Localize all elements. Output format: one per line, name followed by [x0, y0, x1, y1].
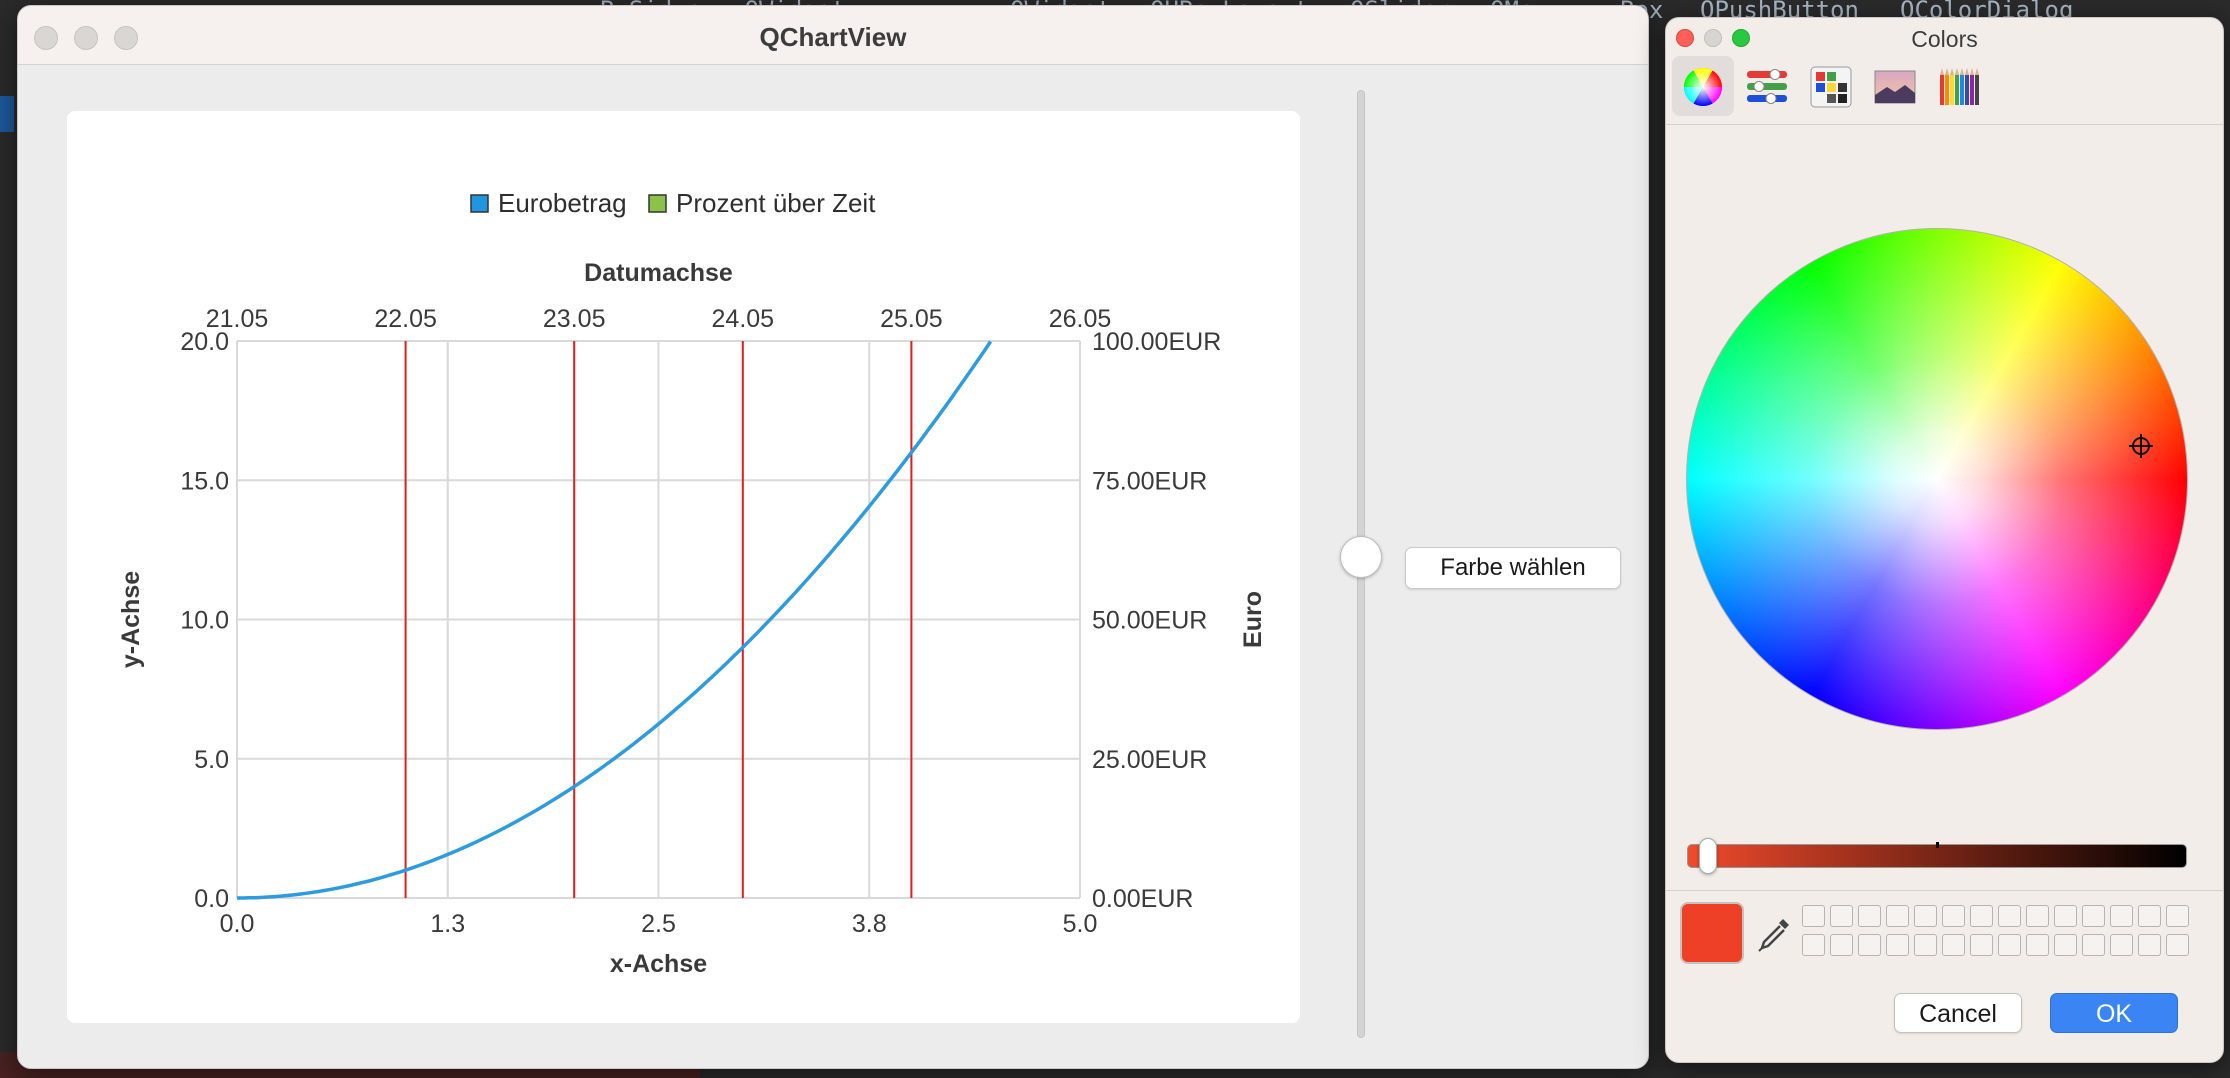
ok-button[interactable]: OK — [2050, 993, 2178, 1033]
x-tick-label: 5.0 — [1063, 910, 1098, 938]
image-palettes-tab[interactable] — [1864, 56, 1926, 116]
custom-color-slot[interactable] — [2138, 905, 2161, 927]
custom-color-slot[interactable] — [2082, 905, 2105, 927]
y-tick-label: 20.0 — [180, 328, 229, 356]
legend-label: Prozent über Zeit — [676, 188, 876, 218]
custom-color-slot[interactable] — [1802, 905, 1825, 927]
date-tick-label: 21.05 — [206, 305, 269, 333]
x-tick-label: 0.0 — [220, 910, 255, 938]
custom-color-slot[interactable] — [2166, 905, 2189, 927]
custom-color-slot[interactable] — [1914, 934, 1937, 956]
custom-color-slot[interactable] — [1998, 905, 2021, 927]
color-wheel[interactable] — [1686, 228, 2188, 730]
zoom-dialog-button[interactable] — [1732, 29, 1750, 47]
color-wheel-icon — [1684, 67, 1722, 107]
custom-color-slot[interactable] — [2082, 934, 2105, 956]
chart-window: QChartView 0.0 1.3 2.5 3.8 5.0 0.0 5.0 10.0 15.0… — [17, 5, 1649, 1069]
chart-window-titlebar[interactable]: QChartView — [18, 6, 1648, 65]
palette-grid-icon — [1810, 66, 1852, 108]
custom-color-slot[interactable] — [1886, 934, 1909, 956]
custom-color-slot[interactable] — [2054, 934, 2077, 956]
date-tick-label: 24.05 — [712, 305, 775, 333]
brightness-slider-handle[interactable] — [1699, 838, 1717, 874]
chart-canvas: 0.0 1.3 2.5 3.8 5.0 0.0 5.0 10.0 15.0 20.0 0.00EUR… — [117, 188, 1267, 978]
y-tick-label: 0.0 — [194, 885, 229, 913]
custom-color-slot[interactable] — [1858, 934, 1881, 956]
y2-tick-label: 25.00EUR — [1092, 746, 1207, 774]
chart-view[interactable]: 0.0 1.3 2.5 3.8 5.0 0.0 5.0 10.0 15.0 20.0 0.00EUR… — [67, 111, 1300, 1023]
custom-color-slot[interactable] — [1830, 934, 1853, 956]
x-tick-label: 3.8 — [852, 910, 887, 938]
color-sliders-icon — [1747, 69, 1787, 104]
pencils-tab[interactable] — [1928, 56, 1990, 116]
crosshair-icon[interactable] — [2128, 433, 2154, 459]
date-tick-label: 22.05 — [374, 305, 437, 333]
vertical-slider-handle[interactable] — [1340, 536, 1382, 578]
y-tick-label: 10.0 — [180, 607, 229, 635]
date-tick-label: 23.05 — [543, 305, 606, 333]
custom-color-slot[interactable] — [2026, 905, 2049, 927]
custom-color-slot[interactable] — [1914, 905, 1937, 927]
x-tick-label: 2.5 — [641, 910, 676, 938]
legend-marker — [648, 194, 667, 213]
window-title: QChartView — [759, 22, 907, 52]
legend-marker — [470, 194, 489, 213]
close-dialog-button[interactable] — [1676, 29, 1694, 47]
color-palettes-tab[interactable] — [1800, 56, 1862, 116]
y-tick-label: 5.0 — [194, 746, 229, 774]
custom-color-slot[interactable] — [1998, 934, 2021, 956]
image-palette-icon — [1874, 70, 1916, 104]
custom-color-slot[interactable] — [1858, 905, 1881, 927]
custom-color-slot[interactable] — [2026, 934, 2049, 956]
brightness-slider[interactable] — [1687, 844, 2187, 868]
cancel-button[interactable]: Cancel — [1894, 993, 2022, 1033]
custom-color-slot[interactable] — [2110, 905, 2133, 927]
y2-tick-label: 0.00EUR — [1092, 885, 1193, 913]
brightness-tick — [1936, 842, 1939, 848]
y2-tick-label: 50.00EUR — [1092, 607, 1207, 635]
custom-color-slot[interactable] — [2138, 934, 2161, 956]
date-axis-title: Datumachse — [584, 259, 733, 287]
x-axis-title: x-Achse — [610, 950, 707, 978]
y2-tick-label: 75.00EUR — [1092, 467, 1207, 495]
toolbar-divider — [1666, 124, 2223, 125]
zoom-window-button[interactable] — [114, 26, 138, 50]
close-window-button[interactable] — [34, 26, 58, 50]
y-axis-title: y-Achse — [117, 571, 145, 668]
custom-color-slot[interactable] — [1970, 905, 1993, 927]
minimize-dialog-button[interactable] — [1704, 29, 1722, 47]
selected-color-swatch[interactable] — [1680, 902, 1744, 964]
series-line-eurobetrag — [237, 340, 993, 900]
swatch-divider — [1666, 890, 2223, 891]
minimize-window-button[interactable] — [74, 26, 98, 50]
color-wheel-tab[interactable] — [1672, 56, 1734, 116]
custom-color-slot[interactable] — [1942, 905, 1965, 927]
date-tick-label: 25.05 — [880, 305, 943, 333]
custom-color-slot[interactable] — [1886, 905, 1909, 927]
choose-color-button[interactable]: Farbe wählen — [1405, 547, 1621, 589]
editor-gutter-marker — [0, 96, 14, 132]
x-tick-label: 1.3 — [430, 910, 465, 938]
colors-dialog: Colors — [1665, 17, 2224, 1063]
pencils-icon — [1940, 68, 1979, 105]
eyedropper-icon[interactable] — [1754, 914, 1794, 954]
custom-color-slot[interactable] — [2054, 905, 2077, 927]
custom-color-slot[interactable] — [2110, 934, 2133, 956]
date-tick-label: 26.05 — [1049, 305, 1112, 333]
custom-color-slot[interactable] — [1942, 934, 1965, 956]
custom-color-slot[interactable] — [1830, 905, 1853, 927]
legend-label: Eurobetrag — [498, 188, 627, 218]
dialog-title: Colors — [1911, 26, 1978, 52]
y-tick-label: 15.0 — [180, 467, 229, 495]
custom-color-slot[interactable] — [1802, 934, 1825, 956]
y2-tick-label: 100.00EUR — [1092, 328, 1221, 356]
y2-axis-title: Euro — [1239, 591, 1267, 648]
custom-color-slot[interactable] — [1970, 934, 1993, 956]
custom-color-slot[interactable] — [2166, 934, 2189, 956]
color-sliders-tab[interactable] — [1736, 56, 1798, 116]
